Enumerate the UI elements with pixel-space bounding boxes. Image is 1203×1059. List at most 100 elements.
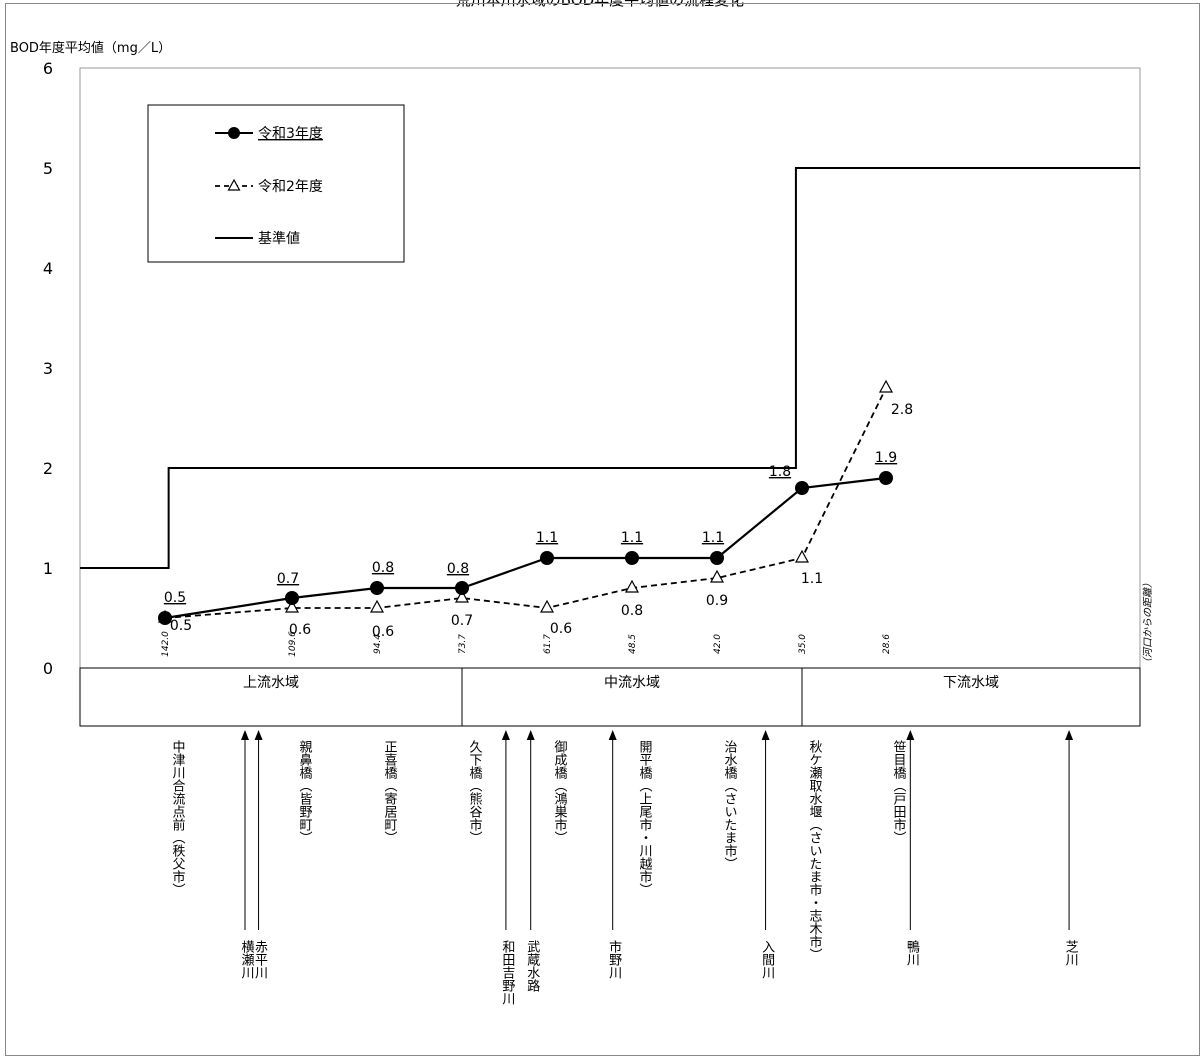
reiwa2-line [164, 387, 887, 619]
reiwa3-data-label: 0.8 [447, 561, 469, 577]
water-zone-band: 上流水域 中流水域 下流水域 [79, 667, 1141, 727]
reiwa2-point [794, 549, 810, 563]
reiwa2-data-label: 0.5 [170, 618, 192, 634]
reiwa3-data-label: 1.9 [875, 450, 897, 466]
tributary-name: 赤平川 [252, 940, 268, 979]
arrow-up-icon [1065, 730, 1074, 740]
arrow-up-icon [526, 730, 535, 740]
tributary-name: 芝川 [1063, 939, 1079, 966]
reiwa3-data-label: 1.1 [621, 530, 643, 546]
series-reiwa3: 0.5 0.7 0.8 0.8 1.1 1.1 1.1 1.8 1.9 [158, 450, 897, 625]
tributary-name: 鴨川 [904, 940, 920, 966]
zone-label: 下流水域 [943, 675, 999, 691]
legend-marker-triangle [227, 178, 241, 191]
x-tick-label: 35.0 [798, 634, 808, 654]
station-name: 開平橋（上尾市・川越市） [637, 740, 653, 896]
reiwa3-point [158, 611, 172, 625]
reiwa2-point [709, 569, 725, 583]
x-tick-label: 109.6 [288, 631, 298, 657]
arrow-up-icon [906, 730, 915, 740]
y-tick-label: 4 [43, 259, 53, 278]
reiwa2-data-label: 1.1 [801, 571, 823, 587]
top-caption: 荒川本川水域のBOD年度平均値の流程変化 [455, 0, 745, 9]
tributary-name: 入間川 [759, 940, 775, 979]
tributary-name: 横瀬川 [239, 940, 255, 979]
reiwa3-point [370, 581, 384, 595]
station-name: 笹目橋（戸田市） [891, 739, 907, 844]
legend-label-standard: 基準値 [258, 230, 300, 247]
reiwa2-data-label: 0.6 [550, 621, 572, 637]
standard-value-line [80, 167, 1140, 569]
zone-label: 上流水域 [243, 675, 299, 691]
x-tick-label: 61.7 [543, 634, 553, 654]
station-name: 中津川合流点前（秩父市） [170, 740, 186, 896]
reiwa3-point [455, 581, 469, 595]
x-tick-label: 42.0 [713, 634, 723, 654]
series-reiwa2: 0.5 0.6 0.6 0.7 0.6 0.8 0.9 1.1 2.8 [157, 379, 913, 640]
station-labels: 中津川合流点前（秩父市） 親鼻橋（皆野町） 正喜橋（寄居町） 久下橋（熊谷市） 御成橋（… [170, 739, 907, 961]
arrow-up-icon [501, 730, 510, 740]
reiwa2-data-label: 0.6 [289, 622, 311, 638]
x-axis-distance-ticks: 142.0 109.6 94.4 73.7 61.7 48.5 42.0 35.0 28.6 [161, 631, 892, 657]
reiwa2-point [369, 599, 385, 613]
x-tick-label: 73.7 [458, 634, 468, 654]
legend-box [147, 104, 405, 263]
station-name: 親鼻橋（皆野町） [297, 740, 313, 844]
reiwa2-point [539, 599, 555, 613]
reiwa3-data-label: 1.1 [536, 530, 558, 546]
arrow-up-icon [254, 730, 263, 740]
x-axis-label: （河口からの距離） [1142, 578, 1154, 668]
reiwa2-point [878, 379, 894, 393]
reiwa2-point [624, 579, 640, 593]
y-tick-label: 3 [43, 359, 53, 378]
reiwa3-point [795, 481, 809, 495]
reiwa2-data-label: 0.9 [706, 593, 728, 609]
x-tick-label: 142.0 [161, 631, 171, 657]
x-tick-label: 94.4 [373, 634, 383, 654]
y-axis-ticks: 0 1 2 3 4 5 6 [43, 59, 53, 678]
legend-label-reiwa2: 令和2年度 [258, 179, 323, 195]
legend-marker-circle [228, 127, 240, 139]
reiwa2-point [454, 589, 470, 603]
reiwa3-point [625, 551, 639, 565]
zone-label: 中流水域 [604, 675, 660, 691]
arrow-up-icon [761, 730, 770, 740]
y-tick-label: 5 [43, 159, 53, 178]
tributary-name: 武蔵水路 [524, 940, 540, 992]
reiwa2-data-label: 2.8 [891, 402, 913, 418]
reiwa3-line [164, 476, 887, 620]
station-name: 秋ケ瀬取水堰（さいたま市・志木市） [807, 740, 823, 961]
reiwa2-point [284, 599, 300, 613]
y-axis-label: BOD年度平均値（mg／L） [10, 40, 171, 56]
reiwa3-data-label: 1.8 [769, 464, 791, 480]
reiwa3-point [540, 551, 554, 565]
station-name: 治水橋（さいたま市） [722, 740, 738, 870]
arrow-up-icon [608, 730, 617, 740]
reiwa2-data-label: 0.6 [372, 624, 394, 640]
station-name: 御成橋（鴻巣市） [552, 740, 568, 844]
x-tick-label: 28.6 [882, 634, 892, 654]
reiwa3-data-label: 0.5 [164, 590, 186, 606]
y-tick-label: 6 [43, 59, 53, 78]
reiwa3-point [285, 591, 299, 605]
reiwa3-point [710, 551, 724, 565]
reiwa2-data-label: 0.7 [451, 613, 473, 629]
y-tick-label: 1 [43, 559, 53, 578]
reiwa3-data-label: 0.7 [277, 571, 299, 587]
x-tick-label: 48.5 [628, 634, 638, 654]
station-name: 正喜橋（寄居町） [382, 740, 398, 844]
legend-label-reiwa3: 令和3年度 [258, 126, 323, 142]
arrow-up-icon [241, 730, 249, 740]
reiwa3-data-label: 1.1 [702, 530, 724, 546]
reiwa2-data-label: 0.8 [621, 603, 643, 619]
standard-value-series [80, 167, 1140, 569]
reiwa3-point [879, 471, 893, 485]
reiwa3-data-label: 0.8 [372, 560, 394, 576]
station-name: 久下橋（熊谷市） [467, 740, 483, 844]
tributary-name: 市野川 [606, 939, 622, 979]
y-tick-label: 2 [43, 459, 53, 478]
chart-legend: 令和3年度 令和2年度 基準値 [147, 104, 405, 263]
y-tick-label: 0 [43, 659, 53, 678]
